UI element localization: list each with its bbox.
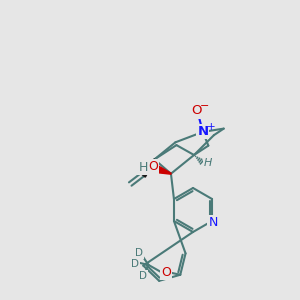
Text: H: H bbox=[139, 161, 148, 174]
Text: −: − bbox=[200, 101, 209, 111]
Text: N: N bbox=[208, 215, 218, 229]
Polygon shape bbox=[140, 159, 155, 177]
Text: H: H bbox=[204, 158, 212, 168]
Text: O: O bbox=[161, 266, 171, 279]
Polygon shape bbox=[156, 166, 171, 174]
Text: D: D bbox=[135, 248, 143, 258]
Text: O: O bbox=[191, 104, 202, 118]
Text: O: O bbox=[148, 160, 158, 173]
Text: D: D bbox=[131, 259, 140, 269]
Text: D: D bbox=[140, 271, 147, 281]
Text: N: N bbox=[197, 125, 208, 138]
Text: +: + bbox=[206, 122, 215, 132]
